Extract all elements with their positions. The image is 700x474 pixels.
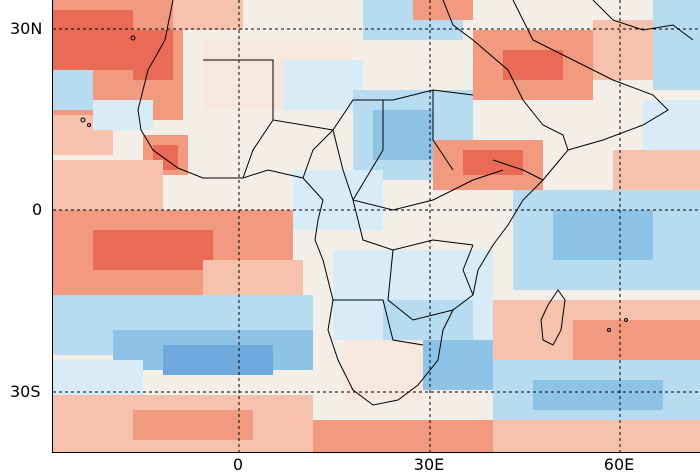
lon-label-60e: 60E bbox=[603, 455, 635, 474]
lon-label-0: 0 bbox=[232, 455, 244, 474]
anomaly-map bbox=[53, 0, 700, 452]
map-panel bbox=[52, 0, 700, 453]
lat-label-30s: 30S bbox=[10, 382, 41, 401]
lon-label-30e: 30E bbox=[413, 455, 445, 474]
graticule bbox=[53, 0, 700, 452]
coastline-outline bbox=[80, 0, 694, 406]
lat-label-30n: 30N bbox=[10, 19, 43, 38]
lat-label-equator: 0 bbox=[32, 200, 43, 219]
anomaly-field bbox=[53, 0, 700, 452]
